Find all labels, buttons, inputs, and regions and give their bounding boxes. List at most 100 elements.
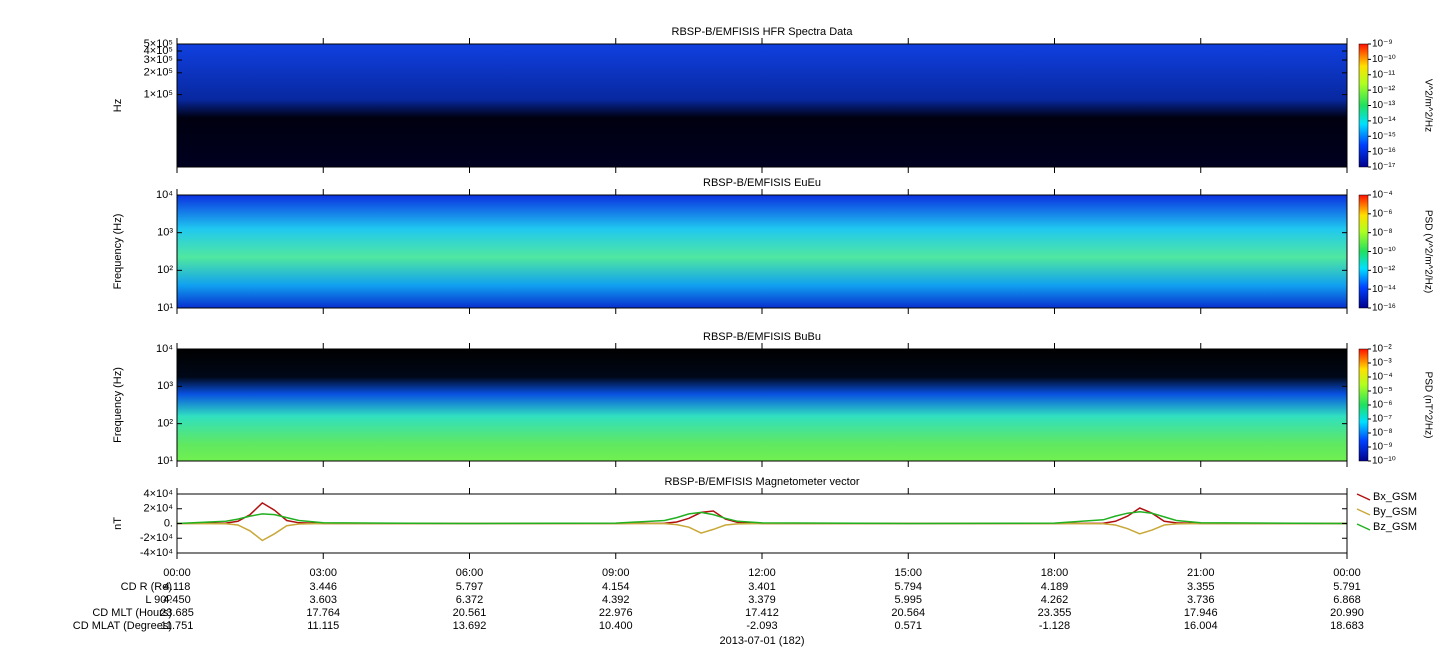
legend-swatch xyxy=(1356,493,1371,501)
y-tick-label: 2×10⁵ xyxy=(144,67,173,79)
ephemeris-value: 11.751 xyxy=(161,620,194,632)
ephemeris-value: 4.118 xyxy=(164,581,191,593)
x-tick-label: 18:00 xyxy=(1041,567,1069,579)
ephemeris-value: 5.794 xyxy=(894,581,922,593)
legend-label: Bx_GSM xyxy=(1373,491,1417,503)
colorbar-tick-label: 10⁻⁵ xyxy=(1372,386,1393,397)
colorbar-tick-label: 10⁻⁶ xyxy=(1372,208,1393,219)
ephemeris-value: 4.154 xyxy=(602,581,630,593)
colorbar-tick-label: 10⁻¹³ xyxy=(1372,100,1396,111)
ephemeris-value: 5.995 xyxy=(894,594,922,606)
series-line xyxy=(176,522,1347,542)
colorbar-tick-label: 10⁻¹⁶ xyxy=(1372,146,1396,157)
y-axis-label: Hz xyxy=(112,99,124,112)
ephemeris-value: 5.797 xyxy=(456,581,484,593)
x-tick-label: 03:00 xyxy=(309,567,337,579)
colorbar: 10⁻¹⁰ 10⁻⁹ 10⁻⁸ 10⁻⁷ 10⁻⁶ 10⁻⁵ 10⁻⁴ 10⁻³ 10⁻² PSD… xyxy=(1358,344,1433,467)
ephemeris-value: -1.128 xyxy=(1039,620,1070,632)
legend-label: Bz_GSM xyxy=(1373,521,1417,533)
plot-frame xyxy=(176,493,1348,554)
y-tick-label: -4×10⁴ xyxy=(140,547,173,559)
colorbar-scale xyxy=(1358,348,1369,462)
legend-swatch xyxy=(1356,523,1371,531)
ephemeris-value: 20.564 xyxy=(891,607,925,619)
series-line xyxy=(176,501,1347,525)
y-tick-label: 4×10⁵ xyxy=(144,45,173,57)
x-tick-label: 15:00 xyxy=(894,567,922,579)
x-tick-label: 00:00 xyxy=(163,567,191,579)
y-axis-label: Frequency (Hz) xyxy=(112,367,124,443)
ephemeris-value: 3.355 xyxy=(1187,581,1215,593)
y-tick-label: 10³ xyxy=(157,380,173,392)
colorbar-tick-label: 10⁻¹⁴ xyxy=(1372,116,1396,127)
panel-title: RBSP-B/EMFISIS EuEu xyxy=(703,177,821,189)
ephemeris-value: 3.736 xyxy=(1187,594,1215,606)
colorbar-tick-label: 10⁻² xyxy=(1372,344,1392,355)
ephemeris-value: 0.571 xyxy=(894,620,922,632)
colorbar: 10⁻¹⁶ 10⁻¹⁴ 10⁻¹² 10⁻¹⁰ 10⁻⁸ 10⁻⁶ 10⁻⁴ PSD (V^2… xyxy=(1358,190,1433,314)
panel-title: RBSP-B/EMFISIS BuBu xyxy=(703,331,821,343)
y-tick-label: 10² xyxy=(157,264,173,276)
ephemeris-value: 4.450 xyxy=(163,594,191,606)
ephemeris-value: 23.685 xyxy=(160,607,194,619)
y-tick-label: 3×10⁵ xyxy=(144,54,173,66)
ephemeris-value: 17.412 xyxy=(745,607,779,619)
colorbar: 10⁻¹⁷ 10⁻¹⁶ 10⁻¹⁵ 10⁻¹⁴ 10⁻¹³ 10⁻¹² 10⁻¹¹ 10⁻¹⁰… xyxy=(1358,39,1433,173)
plot-frame xyxy=(176,348,1348,462)
plot-frame xyxy=(176,194,1348,309)
y-tick-label: 10⁴ xyxy=(156,189,173,201)
ephemeris-value: 6.372 xyxy=(456,594,484,606)
ephemeris-value: 23.355 xyxy=(1038,607,1072,619)
x-tick-label: 21:00 xyxy=(1187,567,1215,579)
ephemeris-value: 22.976 xyxy=(599,607,633,619)
y-tick-label: 0. xyxy=(164,517,173,529)
ephemeris-value: 16.004 xyxy=(1184,620,1218,632)
plot-frame xyxy=(176,43,1348,168)
series-line xyxy=(176,510,1348,525)
ephemeris-label: L 90ᴼ xyxy=(145,594,172,606)
y-tick-label: 10² xyxy=(157,418,173,430)
y-axis-label: nT xyxy=(112,517,124,530)
colorbar-tick-label: 10⁻³ xyxy=(1372,358,1392,369)
ephemeris-value: 3.401 xyxy=(748,581,776,593)
x-tick-label: 09:00 xyxy=(602,567,630,579)
legend-label: By_GSM xyxy=(1373,506,1417,518)
ephemeris-value: 4.392 xyxy=(602,594,630,606)
colorbar-tick-label: 10⁻⁸ xyxy=(1372,227,1393,238)
colorbar-label: PSD (nT^2/Hz) xyxy=(1422,372,1433,439)
ephemeris-value: 11.115 xyxy=(307,620,339,632)
colorbar-scale xyxy=(1358,43,1369,168)
y-tick-label: 2×10⁴ xyxy=(143,503,173,515)
spectrogram-image xyxy=(177,44,1347,167)
ephemeris-value: -2.093 xyxy=(746,620,777,632)
ephemeris-value: 18.683 xyxy=(1330,620,1364,632)
spectrogram-image xyxy=(177,349,1347,461)
colorbar-tick-label: 10⁻¹⁴ xyxy=(1372,284,1396,295)
y-tick-label: 10¹ xyxy=(157,455,173,467)
colorbar-label: V^2/m^2/Hz xyxy=(1422,79,1433,132)
y-tick-label: 10¹ xyxy=(157,302,173,314)
ephemeris-label: CD MLT (Hours) xyxy=(92,607,172,619)
spectrogram-image xyxy=(177,195,1347,308)
colorbar-tick-label: 10⁻⁹ xyxy=(1372,39,1393,50)
colorbar-label: PSD (V^2/m^2/Hz) xyxy=(1422,210,1433,293)
colorbar-tick-label: 10⁻¹² xyxy=(1372,265,1396,276)
ephemeris-label: CD R (Re) xyxy=(121,581,172,593)
ephemeris-value: 20.561 xyxy=(453,607,487,619)
y-tick-label: 5×10⁵ xyxy=(144,38,173,50)
panel-title: RBSP-B/EMFISIS Magnetometer vector xyxy=(664,476,859,488)
colorbar-tick-label: 10⁻⁴ xyxy=(1372,372,1393,383)
ephemeris-value: 10.400 xyxy=(599,620,633,632)
colorbar-tick-label: 10⁻⁷ xyxy=(1372,414,1392,425)
ephemeris-value: 4.262 xyxy=(1041,594,1069,606)
legend-swatch xyxy=(1356,508,1371,516)
colorbar-tick-label: 10⁻¹⁰ xyxy=(1372,246,1396,257)
y-tick-label: 4×10⁴ xyxy=(143,488,173,500)
colorbar-tick-label: 10⁻⁴ xyxy=(1372,190,1393,201)
colorbar-tick-label: 10⁻⁶ xyxy=(1372,400,1393,411)
colorbar-tick-label: 10⁻¹⁰ xyxy=(1372,54,1396,65)
y-tick-label: -2×10⁴ xyxy=(140,532,173,544)
ephemeris-value: 4.189 xyxy=(1041,581,1069,593)
